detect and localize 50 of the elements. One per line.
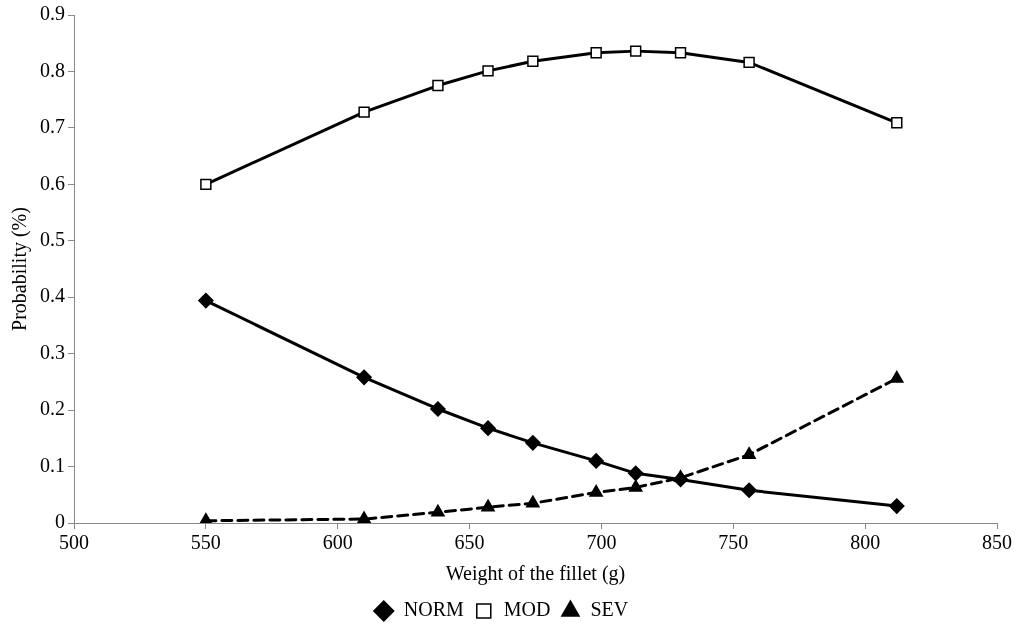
point [357,511,371,523]
x-tick-label: 550 [190,531,221,554]
y-tick-label: 0.1 [40,453,65,476]
point [891,117,903,129]
y-tick-label: 0.9 [40,2,65,25]
y-tick-label: 0.4 [40,284,65,307]
y-tick-label: 0.5 [40,228,65,251]
point [590,47,602,59]
point [630,45,642,57]
y-tick-label: 0.3 [40,340,65,363]
point [628,479,643,492]
point [480,420,496,436]
point [430,401,446,417]
point [889,498,905,514]
point [742,446,756,459]
point [525,435,541,451]
point [743,56,755,69]
y-tick-label: 0.6 [40,171,65,194]
y-axis-title: Probability (%) [8,207,32,331]
x-tick-label: 600 [322,531,353,554]
point [200,178,212,191]
x-tick-label: 750 [718,531,749,554]
point [889,370,904,383]
legend-label: MOD [503,598,551,621]
legend-label: NORM [403,598,464,621]
legend-label: SEV [590,598,629,621]
y-tick-label: 0.2 [40,397,65,420]
x-tick-label: 800 [850,531,881,554]
point [527,55,539,67]
point [358,106,370,118]
point [627,465,644,482]
point [741,482,757,499]
x-tick-label: 650 [454,531,485,554]
y-tick-label: 0 [55,510,65,533]
point [431,504,445,517]
point [526,495,540,508]
point [481,499,495,512]
x-axis-title: Weight of the fillet (g) [445,562,626,586]
x-tick-label: 700 [586,531,617,554]
point [588,453,604,469]
x-tick-label: 500 [59,531,89,554]
point [198,292,214,309]
x-tick-label: 850 [982,531,1012,554]
point [482,65,494,77]
y-tick-label: 0.7 [40,115,65,138]
point [589,484,603,497]
y-tick-label: 0.8 [40,58,65,81]
point [432,79,444,92]
point [674,47,687,59]
point [356,369,372,386]
